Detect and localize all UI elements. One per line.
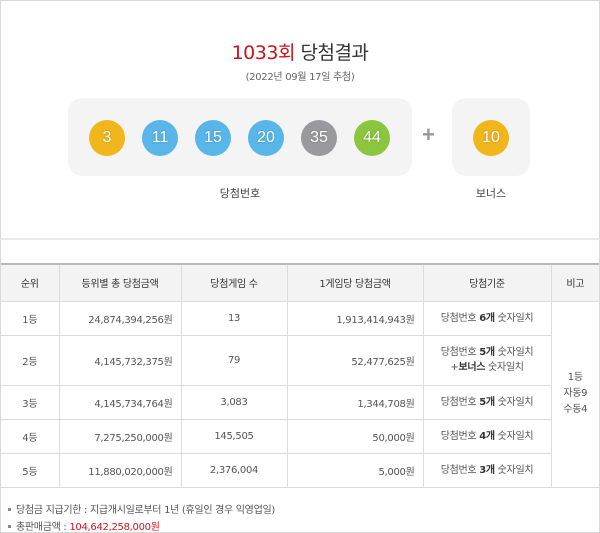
criteria-text: + [450,362,459,373]
note-rank: 1등 [567,372,583,383]
criteria-text: 숫자일치 [494,396,534,408]
total-sales-note: 총판매금액 : 104,642,258,000원 [8,518,160,533]
total-sales-value: 104,642,258,000원 [69,522,160,533]
criteria-count: 3개 [479,464,495,476]
criteria-text: 당첨번호 [440,396,480,408]
criteria-text: 당첨번호 [440,430,480,442]
bullet-icon [8,507,11,511]
criteria-text: 숫자일치 [494,312,534,324]
winning-number-ball: 11 [142,120,178,156]
winning-games-cell: 3,083 [180,384,288,420]
note-cell: 1등 자동9 수동4 [550,300,599,488]
winning-number-ball: 20 [248,120,284,156]
criteria-text: 당첨번호 [440,347,480,358]
plus-icon: + [422,122,435,147]
criteria-count: 5개 [479,396,495,408]
note-manual: 수동4 [563,404,588,415]
prize-per-game-cell: 50,000원 [286,418,424,454]
table-row: 3등 4,145,734,764원 3,083 1,344,708원 당첨번호 … [1,384,599,420]
total-prize-cell: 11,880,020,000원 [58,452,182,488]
bonus-number-ball: 10 [473,120,509,156]
criteria-text: 당첨번호 [440,312,480,324]
prize-per-game-cell: 5,000원 [286,452,424,488]
criteria-text: 숫자일치 [485,362,524,373]
criteria-count: 5개 [479,347,495,358]
winning-number-ball: 35 [301,120,337,156]
winning-games-cell: 145,505 [180,418,288,454]
criteria-cell: 당첨번호 3개 숫자일치 [422,452,551,488]
rank-cell: 1등 [1,300,60,336]
draw-round: 1033회 [231,42,296,64]
winning-games-cell: 79 [180,334,288,386]
column-header-criteria: 당첨기준 [422,263,552,302]
winning-number-ball: 44 [354,120,390,156]
table-row: 1등 24,874,394,256원 13 1,913,414,943원 당첨번… [1,300,599,488]
criteria-count: 6개 [479,312,495,324]
column-header-prize-per-game: 1게임당 당첨금액 [286,263,424,302]
draw-date: (2022년 09월 17일 추첨) [245,72,355,83]
table-row: 4등 7,275,250,000원 145,505 50,000원 당첨번호 4… [1,418,599,454]
prize-per-game-cell: 52,477,625원 [286,334,424,386]
criteria-count: 4개 [479,430,495,442]
total-prize-cell: 24,874,394,256원 [58,300,182,336]
criteria-text: 숫자일치 [494,430,534,442]
payout-deadline-note: 당첨금 지급기한 : 지급개시일로부터 1년 (휴일인 경우 익영업일) [8,501,275,516]
winning-games-cell: 13 [180,300,288,336]
note-auto: 자동9 [563,388,588,399]
criteria-bonus: 보너스 [458,362,486,373]
criteria-text: 숫자일치 [494,464,534,476]
rank-cell: 5등 [1,452,60,488]
column-header-rank: 순위 [1,263,60,302]
rank-cell: 4등 [1,418,60,454]
criteria-cell: 당첨번호 4개 숫자일치 [422,418,551,454]
total-prize-cell: 4,145,732,375원 [58,334,182,386]
column-header-winning-games: 당첨게임 수 [180,263,288,302]
table-header-row: 순위 등위별 총 당첨금액 당첨게임 수 1게임당 당첨금액 당첨기준 비고 [1,263,599,302]
criteria-cell: 당첨번호 5개 숫자일치 [422,384,551,420]
criteria-cell: 당첨번호 6개 숫자일치 [422,300,552,336]
payout-deadline-text: 당첨금 지급기한 : 지급개시일로부터 1년 (휴일인 경우 익영업일) [16,505,275,516]
table-row: 2등 4,145,732,375원 79 52,477,625원 당첨번호 5개… [1,334,599,386]
total-sales-label: 총판매금액 : [16,522,70,533]
winning-numbers-caption: 당첨번호 [219,187,261,200]
total-prize-cell: 4,145,734,764원 [58,384,182,420]
column-header-total-prize: 등위별 총 당첨금액 [58,263,182,302]
rank-cell: 2등 [1,334,60,386]
section-divider [0,238,600,240]
table-row: 5등 11,880,020,000원 2,376,004 5,000원 당첨번호… [1,452,599,488]
prize-per-game-cell: 1,344,708원 [286,384,424,420]
prize-table: 순위 등위별 총 당첨금액 당첨게임 수 1게임당 당첨금액 당첨기준 비고 1… [1,263,599,488]
criteria-text: 당첨번호 [440,464,480,476]
bonus-caption: 보너스 [475,187,507,200]
bullet-icon [8,524,11,528]
rank-cell: 3등 [1,384,60,420]
total-prize-cell: 7,275,250,000원 [58,418,182,454]
prize-per-game-cell: 1,913,414,943원 [286,300,424,336]
title-text: 당첨결과 [300,42,369,64]
page-title: 1033회 당첨결과 [0,38,600,65]
column-header-note: 비고 [550,263,599,302]
criteria-cell: 당첨번호 5개 숫자일치 +보너스 숫자일치 [422,334,551,386]
winning-number-ball: 3 [89,120,125,156]
winning-number-ball: 15 [195,120,231,156]
criteria-text: 숫자일치 [494,347,534,358]
winning-games-cell: 2,376,004 [180,452,288,488]
